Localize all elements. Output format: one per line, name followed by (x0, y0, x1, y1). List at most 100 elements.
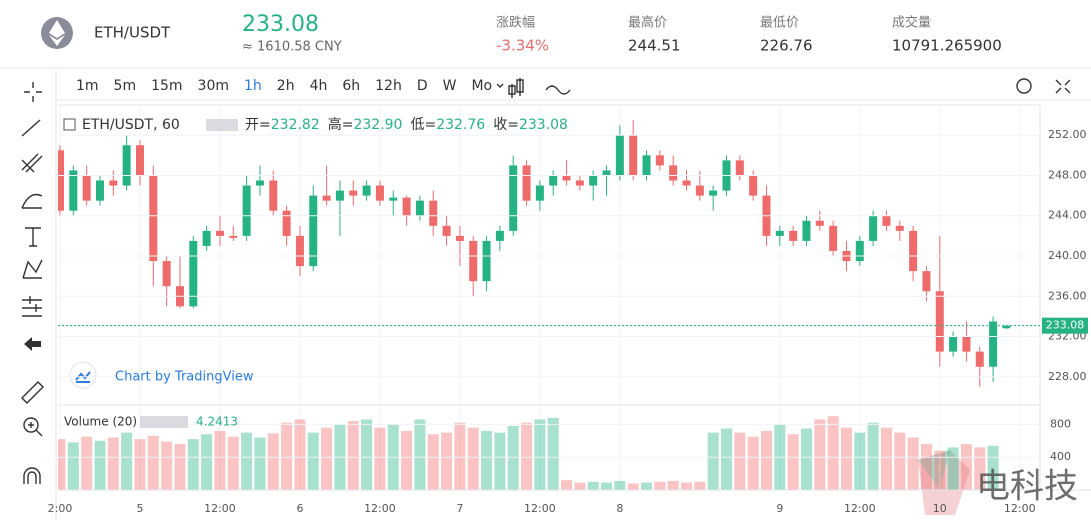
x-tick-label: 9 (776, 502, 783, 515)
candle-body (309, 195, 318, 267)
ruler-tool[interactable] (21, 381, 44, 404)
volume-bar (254, 437, 266, 490)
volume-bar (174, 444, 186, 490)
candle-body (975, 351, 984, 367)
interval-button[interactable]: W (443, 78, 457, 94)
y-tick-label: 248.00 (1048, 168, 1087, 181)
x-tick-label: 12:00 (1004, 502, 1036, 515)
interval-button[interactable]: Mo (471, 78, 492, 94)
volume-bar (107, 437, 119, 490)
text-tool[interactable] (25, 227, 41, 247)
volume-bar (721, 428, 732, 490)
stat-label: 涨跌幅 (496, 15, 535, 31)
candle-body (429, 200, 438, 226)
x-tick-label: 12:00 (204, 502, 236, 515)
volume-bar (627, 483, 639, 490)
measure-tool[interactable] (22, 296, 42, 317)
volume-bar (547, 417, 559, 490)
x-tick-label: 12:00 (524, 502, 556, 515)
interval-button[interactable]: 4h (310, 78, 328, 94)
legend-value: 232.82 (271, 117, 320, 133)
candle-body (229, 235, 238, 238)
volume-bar (521, 422, 533, 490)
interval-button[interactable]: 5m (114, 78, 137, 94)
volume-bar (374, 427, 386, 490)
candle-style-button[interactable] (508, 78, 524, 98)
crosshair-tool[interactable] (24, 82, 42, 102)
candle-body (909, 230, 918, 272)
candle-body (482, 240, 491, 282)
volume-bar (907, 437, 919, 490)
candle-body (575, 180, 584, 186)
x-tick-label: 12:00 (844, 502, 876, 515)
line-style-button[interactable] (545, 85, 571, 95)
volume-bar (574, 482, 586, 490)
last-price: 233.08 (242, 12, 319, 37)
candle-body (349, 190, 358, 196)
stat-label: 最低价 (760, 16, 799, 31)
x-tick-label: 2:00 (48, 502, 73, 515)
candle-body (655, 155, 664, 166)
interval-button[interactable]: 6h (342, 78, 360, 94)
candle-body (522, 165, 531, 201)
x-tick-label: 6 (296, 502, 303, 515)
candle-body (949, 336, 958, 352)
brush-tool[interactable] (21, 193, 43, 209)
zoom-tool[interactable] (23, 417, 39, 433)
interval-button[interactable]: 30m (198, 78, 229, 94)
candle-body (135, 145, 144, 176)
x-tick-label: 5 (136, 502, 143, 515)
volume-bar (454, 422, 466, 490)
volume-bar (827, 416, 839, 490)
volume-bar (267, 433, 279, 490)
interval-button[interactable]: 1m (76, 78, 99, 94)
fullscreen-button[interactable] (1055, 79, 1071, 94)
interval-button[interactable]: 2h (277, 78, 295, 94)
volume-bar (347, 421, 359, 490)
candle-body (189, 240, 198, 307)
volume-bar (880, 427, 892, 490)
volume-bar (507, 426, 519, 490)
pattern-tool[interactable] (22, 259, 43, 279)
volume-bar (534, 419, 546, 490)
stat-label: 成交量 (892, 15, 931, 31)
zoom-glyph (28, 422, 43, 437)
candle-body (242, 185, 251, 236)
y-tick-label: 244.00 (1048, 209, 1087, 222)
candle-body (562, 175, 571, 181)
volume-bar (960, 444, 972, 490)
x-tick-label: 8 (616, 502, 623, 515)
candle-body (295, 235, 304, 267)
back-tool[interactable] (24, 337, 41, 351)
magnet-tool[interactable] (23, 467, 41, 484)
interval-dropdown[interactable] (496, 83, 504, 88)
volume-bar (987, 445, 999, 490)
candle-body (269, 180, 278, 211)
volume-bar (361, 419, 373, 490)
y-tick-label: 240.00 (1048, 249, 1087, 262)
volume-bar (201, 434, 213, 490)
candle-body (335, 190, 344, 201)
candle-body (669, 165, 678, 181)
settings-button[interactable] (1016, 78, 1032, 94)
eth-glyph (49, 20, 65, 46)
interval-button[interactable]: 15m (151, 78, 182, 94)
volume-bar (241, 432, 253, 490)
line-tool[interactable] (21, 119, 41, 137)
volume-bar (747, 436, 759, 490)
candle-body (509, 165, 518, 231)
collapse-button[interactable] (63, 118, 76, 131)
candle-body (109, 180, 118, 186)
volume-bar (147, 435, 159, 490)
interval-button[interactable]: D (417, 78, 428, 94)
volume-bar (121, 432, 133, 490)
candle-body (415, 200, 424, 216)
fib-tool[interactable] (21, 153, 43, 173)
interval-button[interactable]: 1h (244, 78, 262, 94)
interval-button[interactable]: 12h (375, 78, 402, 94)
candle-body (215, 230, 224, 236)
candle-body (149, 175, 158, 262)
candle-body (455, 235, 464, 241)
left-tools (21, 82, 44, 484)
candle-body (709, 190, 718, 196)
